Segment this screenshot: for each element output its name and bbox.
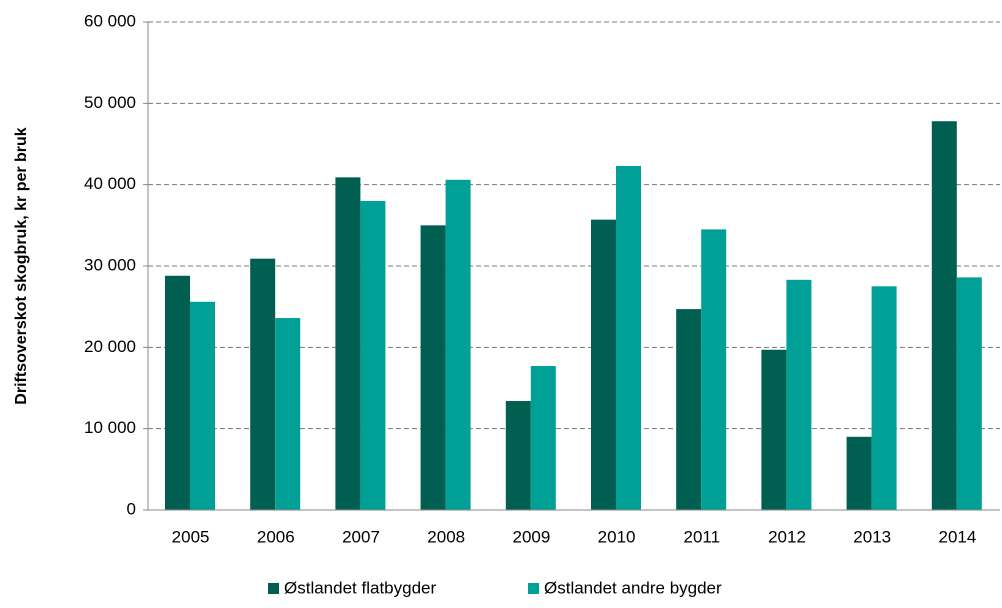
bar xyxy=(676,309,702,510)
legend-label: Østlandet andre bygder xyxy=(544,578,722,597)
bar xyxy=(591,219,616,510)
x-tick-label: 2012 xyxy=(768,527,806,546)
bar xyxy=(360,200,386,510)
bar xyxy=(616,165,641,510)
x-tick-label: 2013 xyxy=(853,527,891,546)
bar xyxy=(846,436,872,510)
bar xyxy=(956,277,982,510)
x-tick-label: 2008 xyxy=(427,527,465,546)
bar xyxy=(335,177,361,510)
y-tick-label: 10 000 xyxy=(84,418,136,437)
x-tick-label: 2010 xyxy=(598,527,636,546)
y-axis-label: Driftsoverskot skogbruk, kr per bruk xyxy=(13,127,30,405)
x-tick-label: 2005 xyxy=(172,527,210,546)
bar xyxy=(761,349,787,510)
x-tick-label: 2011 xyxy=(684,527,721,546)
bar xyxy=(420,225,446,511)
bar xyxy=(871,286,897,510)
x-tick-label: 2007 xyxy=(342,527,380,546)
bar xyxy=(931,121,957,510)
legend-label: Østlandet flatbygder xyxy=(284,578,436,597)
bar xyxy=(505,401,531,510)
y-tick-label: 40 000 xyxy=(84,174,136,193)
y-tick-label: 60 000 xyxy=(84,11,136,30)
bar xyxy=(275,318,301,510)
bar xyxy=(190,301,215,510)
bar xyxy=(165,275,190,510)
y-tick-label: 50 000 xyxy=(84,93,136,112)
legend-swatch xyxy=(268,583,279,594)
bar xyxy=(701,229,727,510)
legend-swatch xyxy=(528,583,539,594)
bar xyxy=(250,258,276,510)
y-tick-label: 0 xyxy=(127,499,136,518)
y-tick-label: 30 000 xyxy=(84,255,136,274)
x-tick-label: 2009 xyxy=(512,527,550,546)
bar xyxy=(445,179,471,510)
x-tick-label: 2014 xyxy=(938,527,976,546)
y-tick-label: 20 000 xyxy=(84,337,136,356)
bar xyxy=(530,366,556,510)
x-tick-label: 2006 xyxy=(257,527,295,546)
bar xyxy=(786,279,812,510)
